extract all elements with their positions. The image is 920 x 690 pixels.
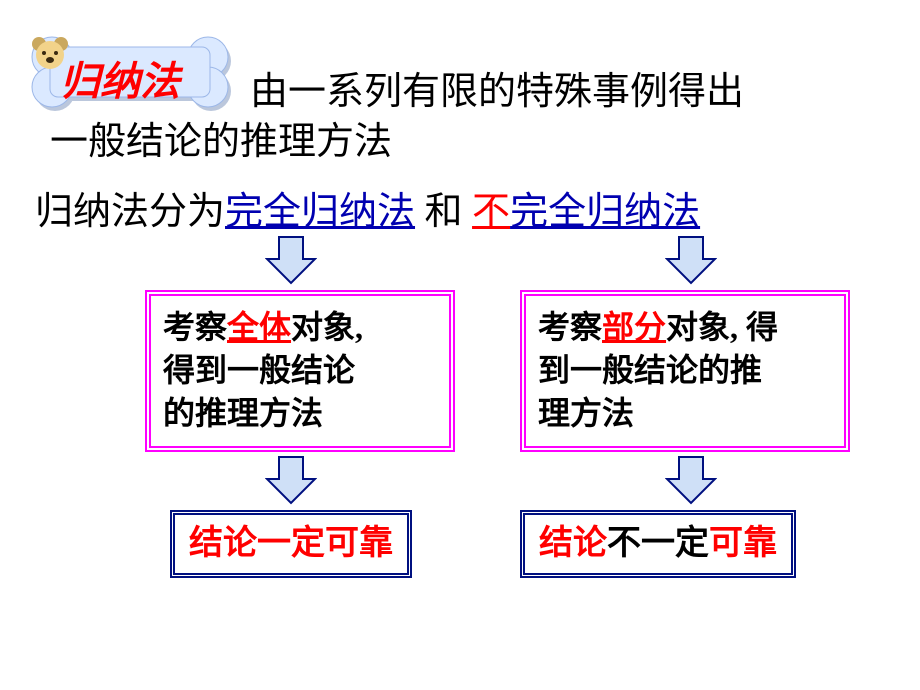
branch-not: 不 (472, 191, 510, 233)
bear-icon (30, 35, 70, 71)
result-incomplete-black: 不一定 (607, 525, 709, 562)
complete-post: 对象, (291, 309, 363, 345)
bone-badge: 归纳法 (30, 35, 245, 115)
result-incomplete-red1: 结论 (539, 525, 607, 562)
slide-root: 归纳法 由一系列有限的特殊事例得出 一般结论的推理方法 归纳法分为完全归纳法 和… (0, 0, 920, 690)
incomplete-l3: 理方法 (538, 395, 634, 431)
arrow-down-icon (665, 235, 717, 285)
box-complete-result: 结论一定可靠 (170, 510, 412, 578)
branch-and: 和 (415, 191, 472, 233)
box-complete-desc: 考察全体对象, 得到一般结论 的推理方法 (145, 290, 455, 452)
definition-line2: 一般结论的推理方法 (50, 110, 392, 165)
complete-pre: 考察 (163, 309, 227, 345)
branch-incomplete-rest: 完全归纳法 (510, 191, 700, 233)
result-incomplete-red2: 可靠 (709, 525, 777, 562)
result-complete-text: 结论一定可靠 (189, 525, 393, 562)
definition-line1: 由一系列有限的特殊事例得出 (250, 60, 744, 115)
arrow-down-icon (665, 455, 717, 505)
complete-l3: 的推理方法 (163, 395, 323, 431)
complete-key: 全体 (227, 309, 291, 345)
box-incomplete-desc: 考察部分对象, 得 到一般结论的推 理方法 (520, 290, 850, 452)
arrow-down-icon (265, 455, 317, 505)
branch-prefix: 归纳法分为 (35, 191, 225, 233)
branch-sentence: 归纳法分为完全归纳法 和 不完全归纳法 (35, 180, 700, 235)
incomplete-l2: 到一般结论的推 (538, 352, 762, 388)
branch-complete: 完全归纳法 (225, 191, 415, 233)
bone-label: 归纳法 (60, 49, 180, 107)
incomplete-key: 部分 (602, 309, 666, 345)
box-incomplete-result: 结论不一定可靠 (520, 510, 796, 578)
incomplete-pre: 考察 (538, 309, 602, 345)
arrow-down-icon (265, 235, 317, 285)
incomplete-post: 对象, 得 (666, 309, 778, 345)
complete-l2: 得到一般结论 (163, 352, 355, 388)
